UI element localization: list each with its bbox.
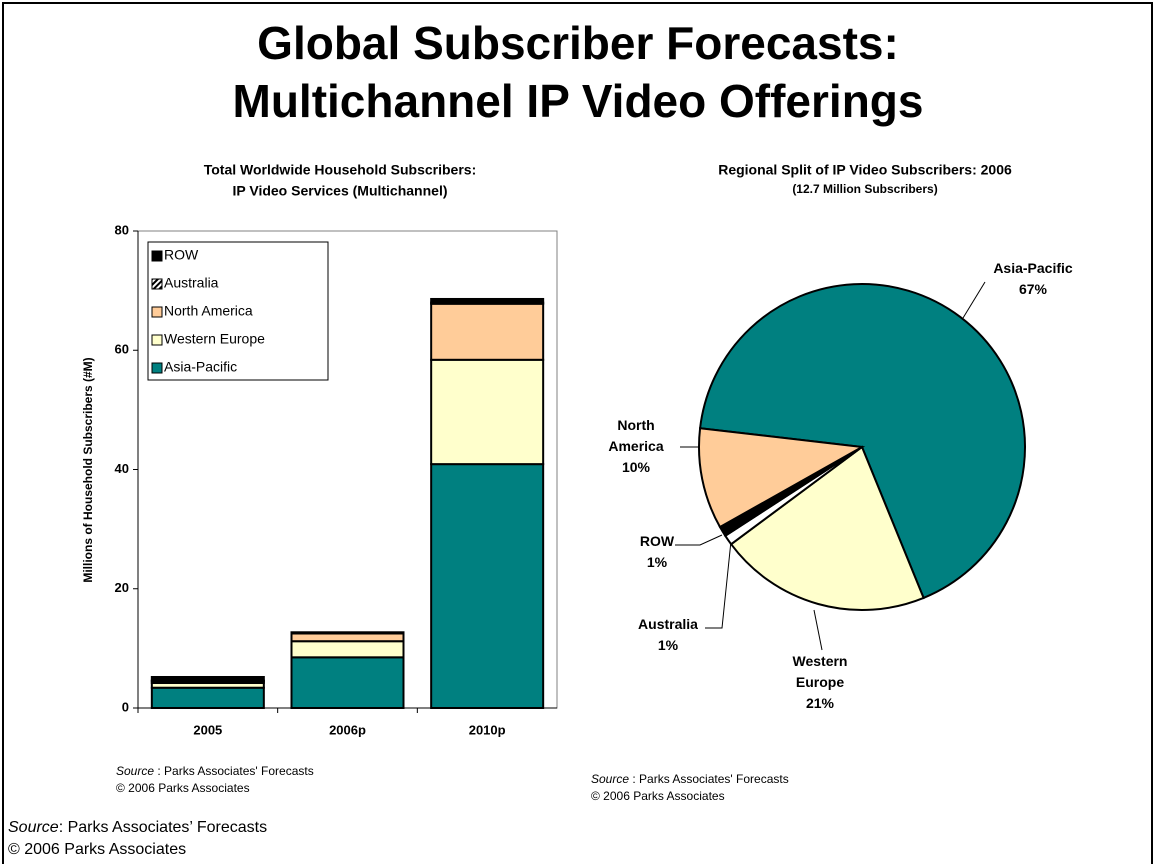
legend-swatch bbox=[151, 250, 163, 262]
bar-segment bbox=[150, 686, 265, 709]
slide-title: Multichannel IP Video Offerings bbox=[233, 75, 924, 127]
bar-segment bbox=[430, 358, 545, 466]
chart-title: IP Video Services (Multichannel) bbox=[233, 183, 448, 199]
leader-line bbox=[675, 534, 723, 546]
legend-label: Asia-Pacific bbox=[164, 359, 237, 375]
legend-label: North America bbox=[164, 303, 253, 319]
bar-segment bbox=[430, 463, 545, 710]
y-tick-label: 60 bbox=[115, 342, 129, 357]
bar-segment bbox=[150, 675, 265, 682]
chart-title: Total Worldwide Household Subscribers: bbox=[204, 162, 477, 178]
slide-title: Global Subscriber Forecasts: bbox=[257, 17, 899, 69]
legend-swatch bbox=[151, 306, 163, 318]
pie-value: 21% bbox=[805, 695, 835, 711]
leader-line bbox=[962, 281, 986, 319]
legend-label: Australia bbox=[164, 275, 219, 291]
bar-segment bbox=[290, 656, 405, 709]
x-tick-label: 2005 bbox=[193, 722, 222, 737]
pie-value: 1% bbox=[646, 554, 668, 570]
legend-swatch bbox=[151, 278, 163, 290]
pie-slice bbox=[698, 283, 1026, 600]
legend-box bbox=[147, 241, 329, 381]
pie-label: Western Europe 21% bbox=[780, 651, 860, 714]
slide-source: Source: Parks Associates’ Forecasts © 200… bbox=[8, 819, 268, 858]
chart-source: Source : Parks Associates' Forecasts © 20… bbox=[591, 772, 789, 803]
pie-slice bbox=[698, 427, 866, 529]
pie-category: Western Europe bbox=[792, 653, 848, 690]
y-tick-label: 80 bbox=[115, 222, 129, 237]
bar-segment bbox=[290, 631, 405, 634]
pie-category: ROW bbox=[639, 533, 675, 549]
pie-category: Asia-Pacific bbox=[993, 260, 1073, 276]
leader-line bbox=[705, 540, 732, 629]
bar-segment bbox=[290, 640, 405, 659]
chart-subtitle: (12.7 Million Subscribers) bbox=[792, 182, 937, 196]
pie-label: ROW 1% bbox=[627, 531, 687, 573]
pie-label: Asia-Pacific 67% bbox=[978, 258, 1088, 300]
legend-label: Western Europe bbox=[164, 331, 265, 347]
bar-segment bbox=[430, 302, 545, 361]
y-tick-label: 0 bbox=[122, 699, 129, 714]
y-tick-label: 20 bbox=[115, 580, 129, 595]
pie-category: North America bbox=[608, 417, 664, 454]
bar-segment bbox=[430, 297, 545, 304]
pie-category: Australia bbox=[638, 616, 698, 632]
legend-label: ROW bbox=[164, 247, 199, 263]
chart-source: Source : Parks Associates' Forecasts © 20… bbox=[116, 764, 314, 795]
pie-label: North America 10% bbox=[596, 415, 676, 478]
y-tick-label: 40 bbox=[115, 461, 129, 476]
pie-value: 67% bbox=[1018, 281, 1048, 297]
y-axis-label: Millions of Household Subscribers (#M) bbox=[81, 357, 95, 582]
chart-title: Regional Split of IP Video Subscribers: … bbox=[718, 162, 1012, 178]
pie-slice bbox=[729, 445, 925, 611]
pie-label: Australia 1% bbox=[623, 614, 713, 656]
legend-swatch bbox=[151, 362, 163, 374]
x-tick-label: 2010p bbox=[469, 722, 506, 737]
pie-value: 1% bbox=[657, 637, 679, 653]
x-tick-label: 2006p bbox=[329, 722, 366, 737]
pie-value: 10% bbox=[621, 459, 651, 475]
legend-swatch bbox=[151, 334, 163, 346]
bar-segment bbox=[290, 632, 405, 643]
leader-line bbox=[813, 609, 823, 651]
